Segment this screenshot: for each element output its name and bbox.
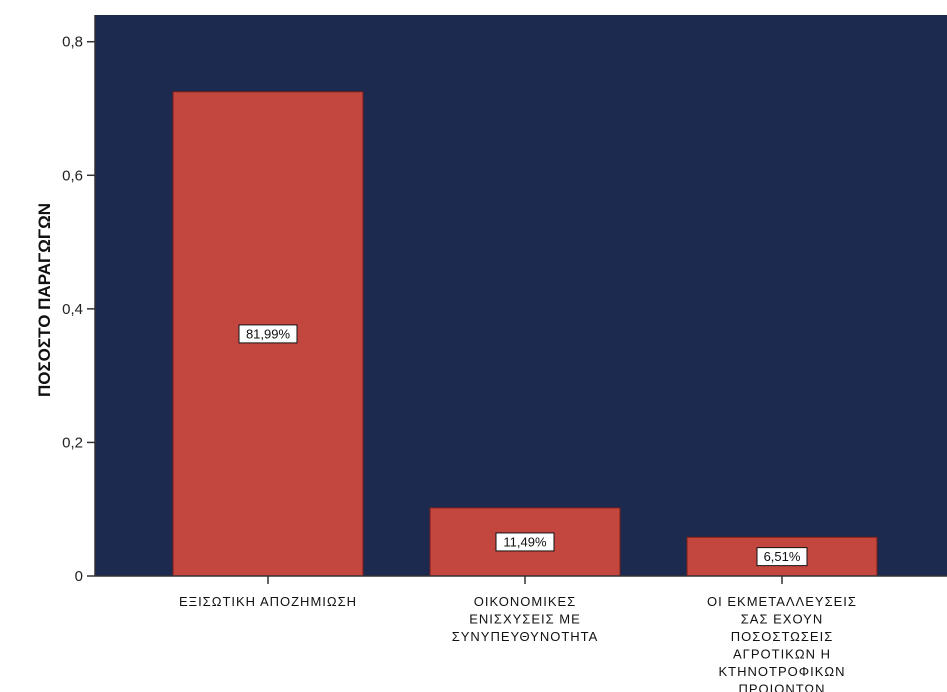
x-tick-label: ΟΙ ΕΚΜΕΤΑΛΛΕΥΣΕΙΣ ΣΑΣ ΕΧΟΥΝ ΠΟΣΟΣΤΩΣΕΙΣ ΑΓΡ… <box>707 594 857 692</box>
data-label-box <box>495 532 555 552</box>
y-axis-label: ΠΟΣΟΣΤΟ ΠΑΡΑΓΩΓΩΝ <box>35 203 54 397</box>
data-label-box <box>756 547 808 567</box>
data-label: 6,51% <box>764 549 801 564</box>
x-tick-label: ΟΙΚΟΝΟΜΙΚΕΣ ΕΝΙΣΧΥΣΕΙΣ ΜΕ ΣΥΝΥΠΕΥΘΥΝΟΤΗΤΑ <box>452 594 599 644</box>
x-tick-label: ΕΞΙΣΩΤΙΚΗ ΑΠΟΖΗΜΙΩΣΗ <box>179 594 357 609</box>
x-axis-labels: ΕΞΙΣΩΤΙΚΗ ΑΠΟΖΗΜΙΩΣΗ ΟΙΚΟΝΟΜΙΚΕΣ ΕΝΙΣΧΥΣΕΙ… <box>95 575 947 692</box>
data-label: 81,99% <box>246 326 291 341</box>
y-tick-label: 0,4 <box>62 301 83 318</box>
data-label-box <box>238 324 298 344</box>
y-tick-label: 0 <box>75 568 83 585</box>
y-axis: 0 0,2 0,4 0,6 0,8 <box>62 15 96 585</box>
bars: 81,99% 11,49% 6,51% <box>172 91 878 577</box>
y-tick-label: 0,8 <box>62 34 83 51</box>
y-tick-label: 0,6 <box>62 167 83 184</box>
bar <box>172 91 364 577</box>
data-label: 11,49% <box>503 534 547 549</box>
y-tick-label: 0,2 <box>62 434 83 451</box>
